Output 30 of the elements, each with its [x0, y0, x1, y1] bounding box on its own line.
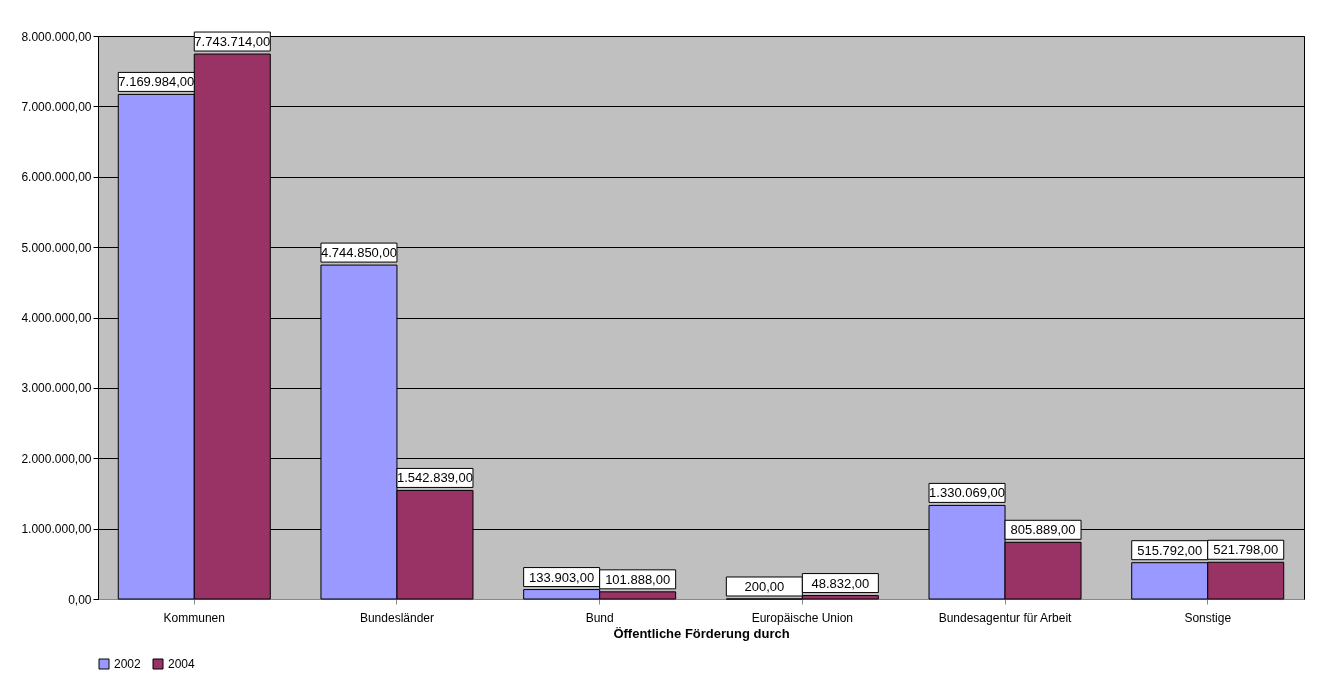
- y-tick-label: 8.000.000,00: [21, 29, 92, 44]
- x-tick-label: Bundesagentur für Arbeit: [938, 610, 1073, 625]
- x-tick-label: Bund: [585, 610, 614, 625]
- y-tick-label: 0,00: [68, 592, 92, 607]
- data-label: 7.743.714,00: [194, 34, 271, 50]
- x-tick-label: Europäische Union: [751, 610, 854, 625]
- y-tick-label: 5.000.000,00: [21, 240, 92, 255]
- data-label: 7.169.984,00: [118, 74, 195, 90]
- y-tick-label: 4.000.000,00: [21, 311, 92, 325]
- data-label: 515.792,00: [1137, 542, 1203, 558]
- data-label: 805.889,00: [1010, 522, 1076, 538]
- legend-label: 2004: [168, 657, 196, 671]
- legend-label: 2002: [114, 657, 142, 671]
- x-tick-label: Sonstige: [1184, 610, 1232, 625]
- x-tick-label: Kommunen: [163, 610, 225, 625]
- data-label: 133.903,00: [529, 569, 595, 585]
- y-tick-label: 2.000.000,00: [21, 451, 92, 466]
- y-tick-label: 3.000.000,00: [21, 381, 92, 396]
- data-label: 200,00: [744, 578, 785, 594]
- y-tick-label: 1.000.000,00: [21, 522, 92, 537]
- data-label: 521.798,00: [1213, 542, 1279, 558]
- data-label: 101.888,00: [605, 571, 671, 587]
- data-label: 1.330.069,00: [929, 485, 1005, 501]
- data-label: 1.542.839,00: [397, 470, 473, 486]
- y-tick-label: 6.000.000,00: [21, 170, 92, 185]
- x-axis-title: Öffentliche Förderung durch: [613, 625, 790, 641]
- y-tick-label: 7.000.000,00: [21, 99, 92, 114]
- data-label: 48.832,00: [811, 575, 870, 591]
- data-label: 4.744.850,00: [321, 245, 397, 261]
- x-tick-label: Bundesländer: [359, 610, 434, 625]
